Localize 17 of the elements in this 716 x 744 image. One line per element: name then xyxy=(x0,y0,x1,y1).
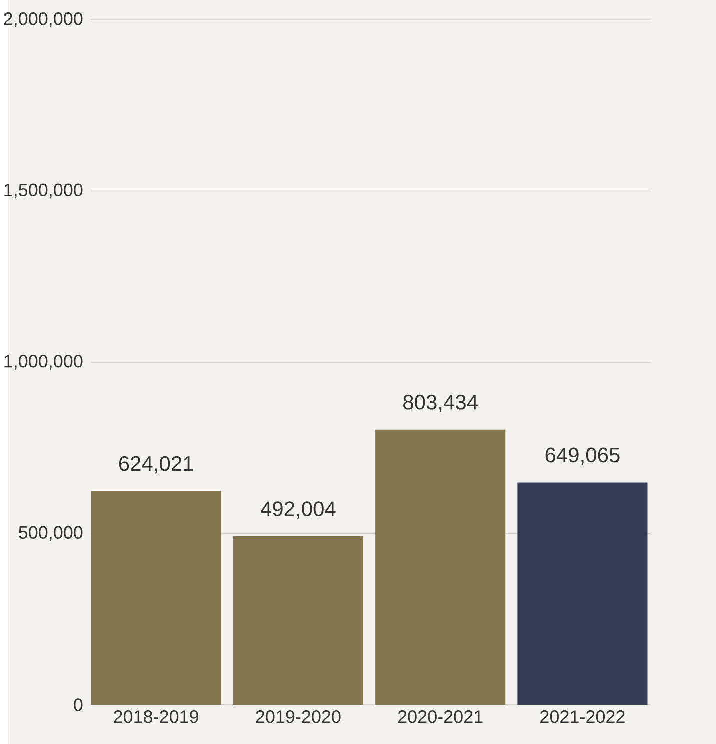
x-tick-label: 2021-2022 xyxy=(540,710,625,724)
bar xyxy=(91,491,222,705)
bar xyxy=(375,430,506,705)
bar xyxy=(233,536,364,705)
x-tick-label: 2020-2021 xyxy=(398,710,483,724)
data-label: 803,434 xyxy=(403,394,478,412)
y-tick-label: 1,500,000 xyxy=(4,184,83,199)
data-label: 624,021 xyxy=(119,456,194,474)
y-tick-label: 1,000,000 xyxy=(4,355,83,370)
y-tick-label: 500,000 xyxy=(18,526,83,542)
x-tick-label: 2019-2020 xyxy=(256,710,341,724)
data-label: 492,004 xyxy=(260,502,336,519)
y-tick-label: 2,000,000 xyxy=(4,12,83,28)
x-tick-label: 2018-2019 xyxy=(114,710,198,724)
data-label: 649,065 xyxy=(546,448,620,466)
bar xyxy=(518,482,648,705)
y-tick-label: 0 xyxy=(74,698,83,712)
